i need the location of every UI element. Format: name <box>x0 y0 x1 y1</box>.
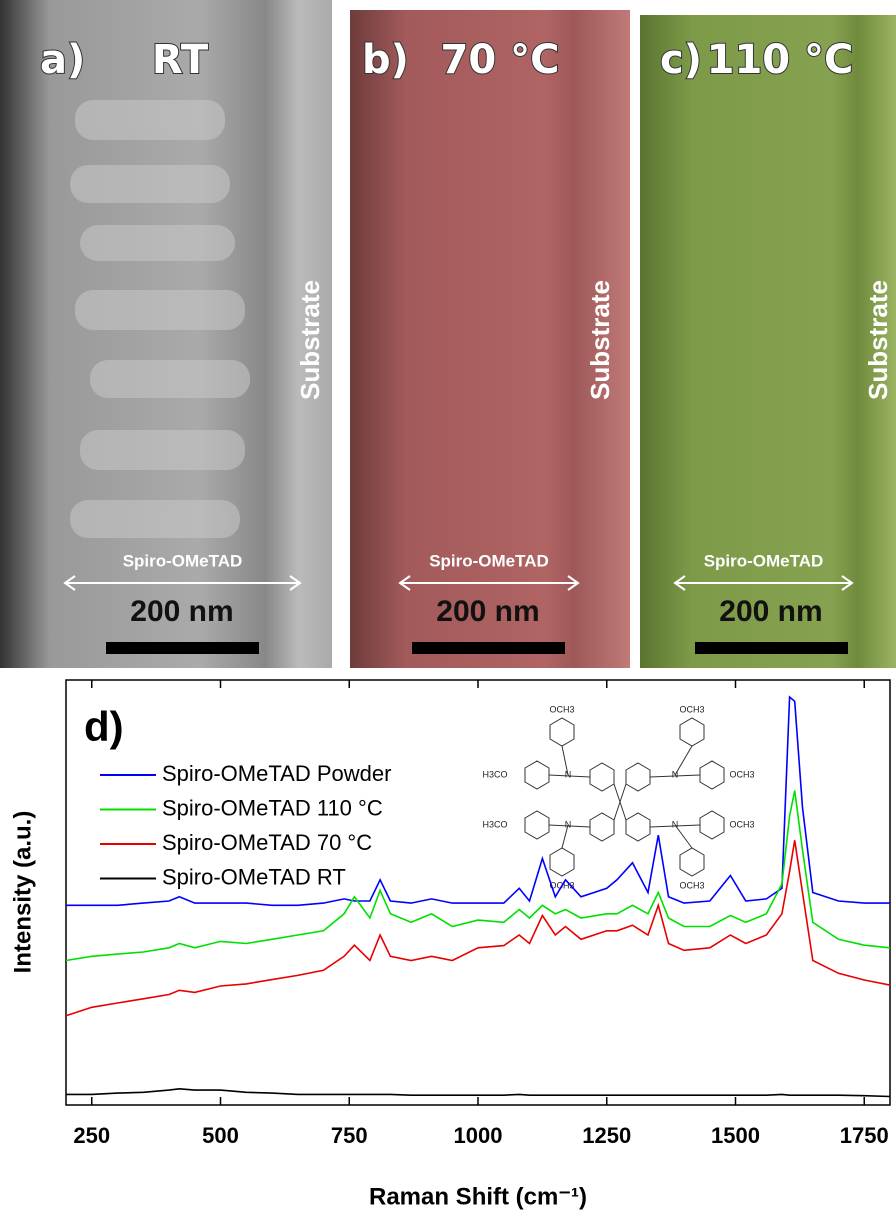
substrate-label: Substrate <box>863 280 893 400</box>
substrate-label: Substrate <box>295 280 325 400</box>
x-tick-label: 1500 <box>711 1123 760 1148</box>
layer-label: Spiro-OMeTAD <box>123 551 243 570</box>
scale-label: 200 nm <box>436 595 539 628</box>
legend-label: Spiro-OMeTAD 70 °C <box>162 830 372 855</box>
methoxy-label: OCH3 <box>679 704 704 714</box>
scale-label: 200 nm <box>719 595 822 628</box>
panel-label: a) <box>40 37 85 83</box>
scale-bar <box>695 642 848 654</box>
substrate-label: Substrate <box>585 280 615 400</box>
scale-bar <box>106 642 259 654</box>
methoxy-label: OCH3 <box>729 769 754 779</box>
legend-label: Spiro-OMeTAD RT <box>162 864 346 889</box>
x-tick-label: 500 <box>202 1123 239 1148</box>
panel-title: RT <box>152 37 209 83</box>
plot-frame <box>66 680 890 1105</box>
methoxy-label: OCH3 <box>679 880 704 890</box>
nitrogen-label: N <box>565 769 572 779</box>
nitrogen-label: N <box>565 819 572 829</box>
scale-label: 200 nm <box>130 595 233 628</box>
x-tick-label: 250 <box>73 1123 110 1148</box>
nitrogen-label: N <box>672 769 679 779</box>
y-axis-label: Intensity (a.u.) <box>9 811 36 974</box>
panel-title: 70 °C <box>441 37 560 83</box>
spectrum-line <box>66 1089 890 1097</box>
x-tick-label: 1250 <box>582 1123 631 1148</box>
methoxy-label: H3CO <box>482 769 507 779</box>
x-tick-label: 1750 <box>840 1123 889 1148</box>
figure: a) RT Substrate Spiro-OMeTAD 200 nm b) 70 °C Su… <box>0 0 896 1216</box>
x-tick-label: 750 <box>331 1123 368 1148</box>
sem-panels: a) RT Substrate Spiro-OMeTAD 200 nm b) 70 °C Su… <box>0 0 896 668</box>
layer-label: Spiro-OMeTAD <box>429 551 549 570</box>
panel-title: 110 °C <box>707 37 854 83</box>
legend-label: Spiro-OMeTAD Powder <box>162 761 391 786</box>
scale-bar <box>412 642 565 654</box>
methoxy-label: H3CO <box>482 819 507 829</box>
layer-label: Spiro-OMeTAD <box>704 551 824 570</box>
raman-chart: 250 500 750 1000 1250 1500 1750 Raman Shift (cm… <box>9 680 890 1210</box>
panel-label: b) <box>362 37 409 83</box>
x-axis-label: Raman Shift (cm⁻¹) <box>369 1183 587 1210</box>
methoxy-label: OCH3 <box>729 819 754 829</box>
panel-label: d) <box>84 703 124 750</box>
x-tick-label: 1000 <box>454 1123 503 1148</box>
methoxy-label: OCH3 <box>549 704 574 714</box>
panel-label: c) <box>660 37 702 83</box>
nitrogen-label: N <box>672 819 679 829</box>
legend-label: Spiro-OMeTAD 110 °C <box>162 795 383 820</box>
